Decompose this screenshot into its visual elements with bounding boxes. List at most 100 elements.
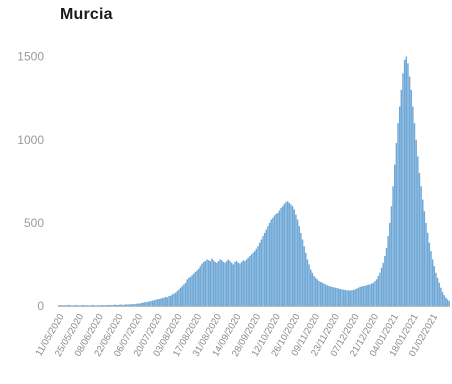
bar: [244, 261, 246, 306]
bar: [79, 305, 81, 306]
bar: [323, 283, 325, 306]
bar: [59, 305, 62, 306]
bar: [407, 63, 409, 306]
bar: [183, 284, 185, 306]
bar: [230, 262, 233, 306]
bar: [216, 262, 218, 306]
bar: [199, 266, 202, 306]
bar: [219, 259, 221, 306]
bar: [222, 261, 225, 306]
y-tick-label: 0: [37, 299, 44, 313]
bar: [212, 260, 215, 306]
bar: [160, 298, 162, 306]
bar: [166, 297, 169, 306]
bar: [193, 273, 195, 306]
bar: [176, 291, 179, 306]
bar: [87, 305, 90, 306]
bar: [120, 304, 123, 306]
bar: [342, 289, 345, 306]
bar: [66, 305, 68, 306]
bar: [402, 73, 404, 306]
bar: [374, 281, 376, 306]
bar: [201, 263, 203, 306]
bar: [438, 282, 440, 306]
bar: [72, 305, 75, 306]
bar: [293, 209, 296, 306]
bar: [92, 305, 95, 306]
bar: [446, 299, 449, 306]
bar: [275, 213, 277, 306]
bar: [114, 304, 116, 306]
bar: [278, 210, 281, 306]
bar: [258, 242, 261, 306]
bar: [250, 254, 253, 306]
bar: [372, 282, 375, 306]
bar: [354, 289, 356, 307]
bar: [440, 287, 442, 306]
bar: [443, 295, 445, 306]
bar: [379, 272, 381, 306]
bar: [150, 301, 152, 306]
bar: [410, 89, 412, 307]
bar: [204, 261, 207, 306]
bar: [290, 204, 292, 306]
bar: [336, 288, 338, 306]
bar: [333, 287, 335, 306]
y-tick-label: 1500: [17, 50, 44, 64]
bar: [254, 251, 256, 306]
bar: [179, 287, 182, 306]
bar: [448, 301, 450, 306]
bar: [394, 164, 396, 306]
bar: [138, 303, 141, 306]
bar: [364, 285, 366, 306]
bar: [188, 277, 190, 306]
bar: [395, 143, 398, 306]
bar: [226, 261, 228, 306]
bar: [272, 217, 274, 306]
bar: [385, 247, 388, 306]
bar-series: [58, 56, 450, 307]
bar: [84, 305, 86, 306]
bar: [100, 305, 103, 306]
bar: [229, 261, 231, 306]
bar: [94, 305, 96, 306]
bar: [74, 305, 76, 306]
bar: [262, 236, 264, 306]
bar: [165, 296, 167, 306]
bar: [265, 229, 268, 306]
bar: [257, 246, 259, 306]
bar: [384, 256, 386, 307]
bar: [344, 290, 347, 306]
bar: [366, 285, 368, 306]
bar: [69, 305, 72, 306]
bar: [423, 211, 426, 306]
bar: [433, 266, 436, 306]
bar: [82, 305, 85, 306]
x-tick-labels: 11/05/202025/05/202008/06/202022/06/2020…: [34, 312, 441, 359]
chart-title: Murcia: [60, 6, 113, 23]
bar: [338, 288, 340, 306]
bar: [232, 264, 235, 306]
bar: [316, 279, 319, 306]
bar: [151, 300, 154, 306]
bar: [298, 226, 300, 306]
bar: [382, 262, 384, 306]
bar: [277, 212, 279, 306]
bar: [128, 304, 131, 306]
bar: [97, 305, 100, 306]
bar: [352, 289, 355, 306]
bar: [89, 305, 91, 306]
bar: [361, 286, 363, 306]
bar: [341, 289, 343, 307]
bar: [196, 270, 198, 306]
bar: [211, 258, 213, 306]
bar: [286, 201, 289, 306]
bar: [268, 222, 271, 307]
bar: [285, 202, 287, 306]
bar: [392, 186, 394, 306]
bar: [61, 305, 63, 306]
bar: [194, 271, 197, 306]
bar: [198, 268, 200, 306]
bar: [104, 305, 106, 306]
bar: [252, 252, 254, 306]
